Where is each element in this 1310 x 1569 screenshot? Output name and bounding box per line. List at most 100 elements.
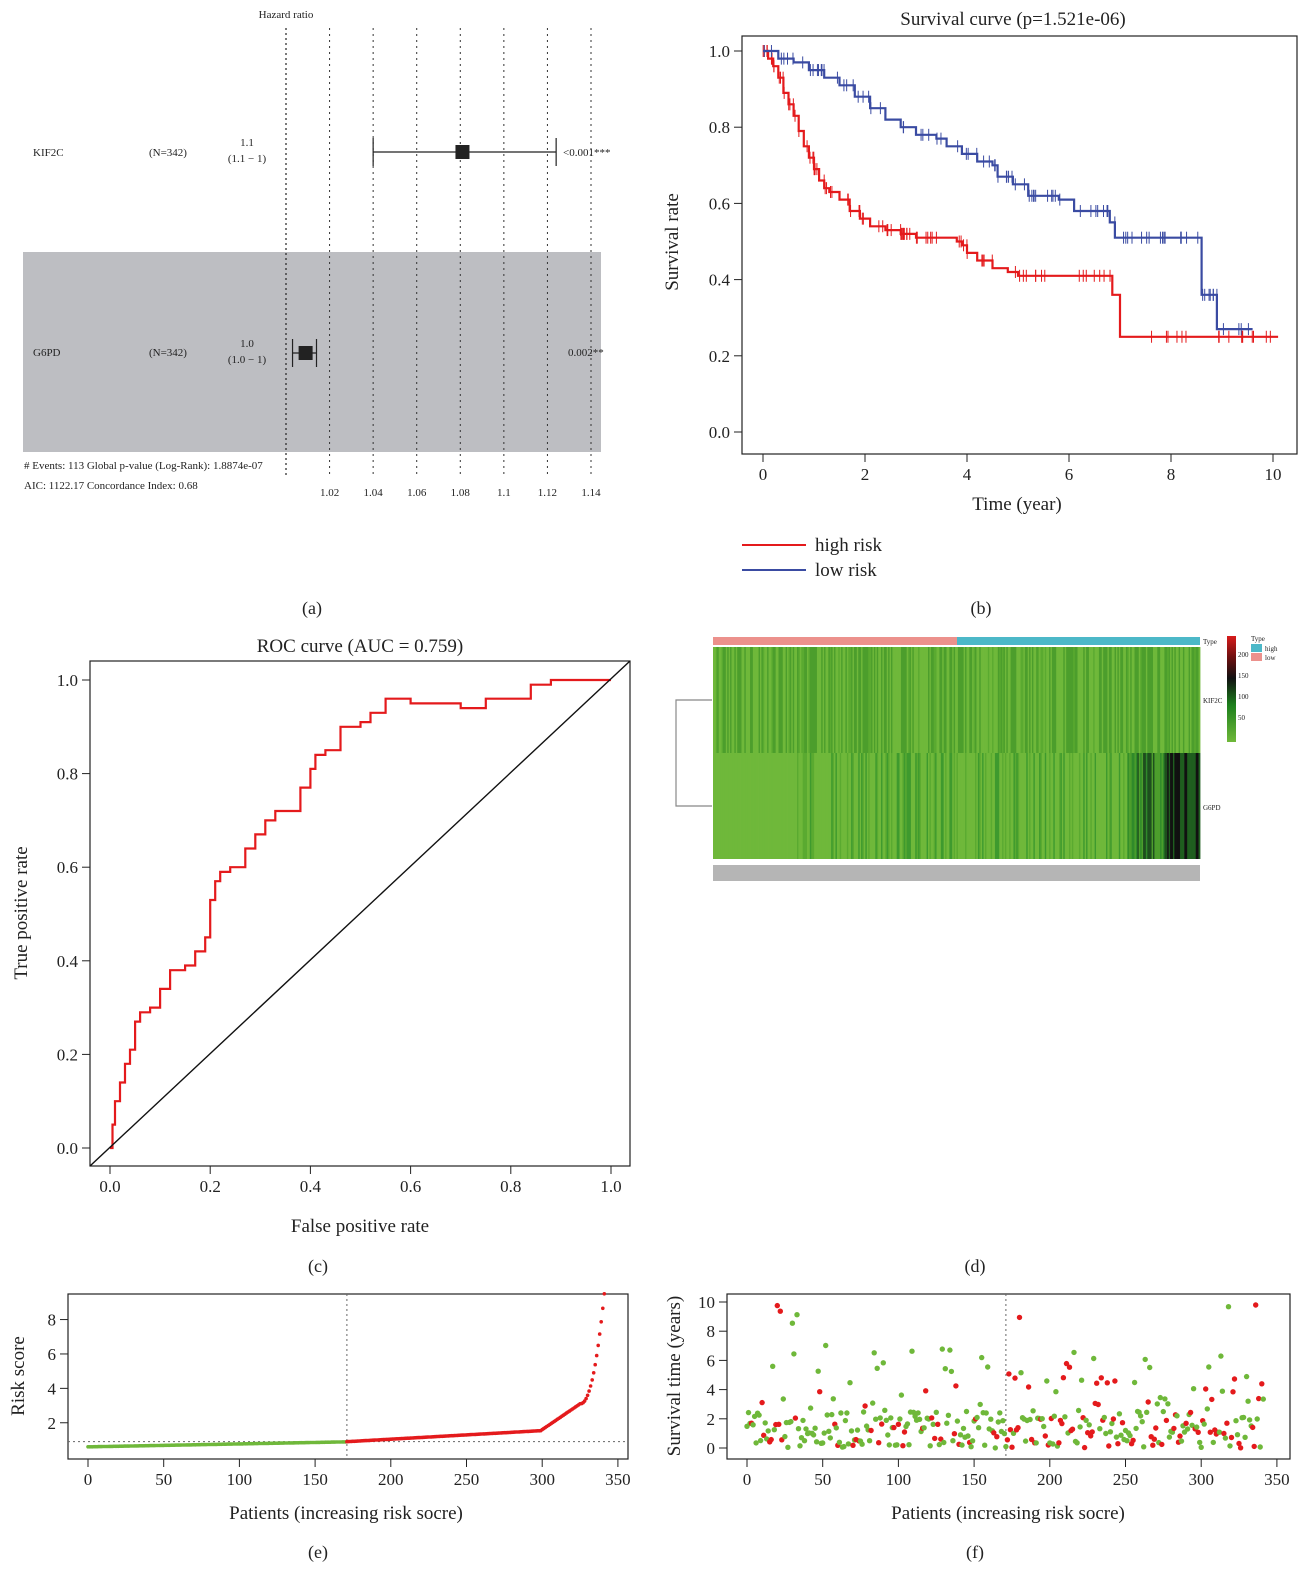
heatmap-cell (1133, 753, 1135, 859)
heatmap-cell (908, 753, 910, 859)
type-bar-high (957, 637, 1200, 645)
status-point (1060, 1375, 1067, 1381)
heatmap-cell (876, 647, 879, 753)
heatmap-cell (1046, 753, 1049, 859)
status-point (1044, 1378, 1050, 1384)
status-point (854, 1427, 861, 1433)
heatmap-cell (1108, 647, 1111, 753)
heatmap-cell (886, 753, 889, 859)
heatmap-cell (1191, 647, 1194, 753)
survival-xtick-label: 4 (963, 465, 972, 484)
status-point (1153, 1425, 1159, 1431)
heatmap-cell (788, 647, 791, 753)
heatmap-cell (1094, 647, 1097, 753)
heatmap-cell (818, 753, 821, 859)
heatmap-cell (782, 753, 785, 859)
heatmap-cell (821, 753, 824, 859)
heatmap-cell (1017, 753, 1020, 859)
status-ytick-label: 2 (707, 1410, 716, 1429)
heatmap-cell (1175, 647, 1178, 753)
heatmap-cell (1153, 753, 1155, 859)
heatmap-cell (957, 753, 960, 859)
heatmap-cell (731, 647, 734, 753)
heatmap-cell (986, 647, 989, 753)
heatmap-cell (734, 753, 737, 859)
survival-ytick-label: 0.0 (709, 423, 730, 442)
heatmap-cell (1187, 647, 1189, 753)
status-point (957, 1432, 964, 1438)
status-point (1245, 1398, 1251, 1404)
heatmap-cell (777, 753, 779, 859)
heatmap-cell (1110, 753, 1113, 859)
status-point (1041, 1423, 1047, 1430)
status-xtick-label: 50 (814, 1470, 831, 1489)
survival-curve-high (763, 49, 1279, 338)
heatmap-cell (1010, 647, 1013, 753)
heatmap-cell (1178, 647, 1181, 753)
heatmap-cell (785, 753, 788, 859)
status-point (1236, 1440, 1242, 1447)
forest-hr-g6pd: 1.0 (240, 338, 254, 350)
status-point (829, 1411, 835, 1418)
status-point (1030, 1408, 1036, 1414)
roc-xtick-label: 0.2 (200, 1177, 221, 1196)
heatmap-cell (1061, 753, 1064, 859)
status-point (1233, 1418, 1239, 1424)
survival-xtick-label: 6 (1065, 465, 1074, 484)
heatmap-cell (791, 753, 794, 859)
heatmap-cell (758, 647, 761, 753)
survival-ytick-label: 1.0 (709, 42, 730, 61)
heatmap-cell (970, 753, 973, 859)
survival-status-plot: 0 50 100 150 200 250 300 350 0 2 4 6 8 10 Patients (i… (664, 1293, 1291, 1524)
heatmap-cell (1192, 753, 1195, 859)
status-point (1198, 1444, 1204, 1451)
status-point (1091, 1355, 1097, 1362)
heatmap-cell (885, 753, 888, 859)
status-point (1222, 1435, 1229, 1441)
heatmap-cell (842, 753, 845, 859)
heatmap-cell (943, 753, 946, 859)
type-bar-low (713, 637, 957, 645)
heatmap-cell (992, 753, 994, 859)
heatmap-cell (1143, 647, 1145, 753)
heatmap-cell (831, 647, 834, 753)
heatmap-cell (1195, 753, 1198, 859)
type-legend-title: Type (1251, 635, 1265, 643)
heatmap-cell (1066, 753, 1068, 859)
heatmap-cell (774, 753, 777, 859)
status-point (756, 1412, 762, 1418)
heatmap-cell (972, 753, 974, 859)
status-point (1209, 1396, 1215, 1403)
forest-tick-labels: 1.02 1.04 1.06 1.08 1.1 1.12 1.14 (320, 487, 601, 499)
risk-point (596, 1343, 600, 1348)
survival-title: Survival curve (p=1.521e-06) (900, 9, 1125, 30)
heatmap-cell (950, 647, 953, 753)
heatmap-cell (715, 753, 718, 859)
heatmap-cell (787, 753, 789, 859)
survival-xtick-label: 10 (1265, 465, 1282, 484)
heatmap-cell (1144, 753, 1147, 859)
heatmap-cell (1003, 647, 1006, 753)
heatmap-cell (956, 753, 959, 859)
forest-gene-kif2c: KIF2C (33, 147, 64, 159)
status-point (929, 1415, 935, 1421)
status-point (1184, 1426, 1191, 1432)
heatmap-cell (1041, 647, 1044, 753)
type-legend-low: low (1265, 654, 1276, 662)
heatmap-cell (752, 647, 755, 753)
forest-footer-aic: AIC: 1122.17 Concordance Index: 0.68 (24, 480, 198, 492)
heatmap-cell (975, 647, 977, 753)
status-point (1257, 1444, 1263, 1450)
heatmap-cell (1101, 753, 1104, 859)
forest-tick-label: 1.06 (407, 487, 427, 499)
heatmap-cell (1037, 647, 1040, 753)
status-point (880, 1360, 886, 1366)
heatmap-cell (909, 753, 912, 859)
heatmap-cell (849, 647, 852, 753)
heatmap-cell (1171, 753, 1174, 859)
heatmap-cell (745, 753, 748, 859)
heatmap-cell (853, 647, 856, 753)
heatmap-cell (713, 753, 715, 859)
risk-xtick-label: 350 (605, 1470, 631, 1489)
status-point (1022, 1438, 1029, 1444)
